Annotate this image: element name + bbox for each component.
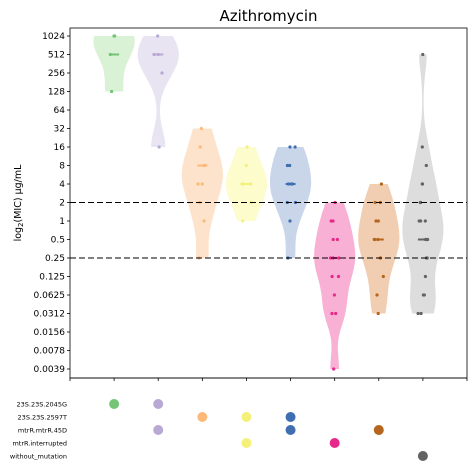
data-point xyxy=(331,237,335,242)
y-tick-label: 0.0625 xyxy=(34,291,66,301)
data-point xyxy=(336,274,341,279)
data-point xyxy=(199,126,203,131)
mutation-matrix: 23S.23S.2045G 23S.23S.2597T mtrR.mtrR.45D m… xyxy=(10,377,468,461)
violin-7 xyxy=(358,184,400,314)
data-point xyxy=(241,219,245,223)
mutation-row-label: 23S.23S.2045G xyxy=(16,400,67,408)
y-axis-label: log2(MIC) μg/mL xyxy=(13,164,25,242)
y-tick-label: 2 xyxy=(59,199,65,209)
y-axis-label-main: log xyxy=(13,227,24,241)
y-tick-label: 512 xyxy=(48,51,65,61)
y-tick-label: 0.0039 xyxy=(34,365,66,375)
mutation-dot xyxy=(241,438,252,448)
data-point xyxy=(332,293,336,297)
y-tick-label: 0.125 xyxy=(39,273,65,283)
reference-lines xyxy=(70,202,467,259)
y-tick-label: 0.5 xyxy=(51,236,65,246)
mutation-dot xyxy=(153,425,164,435)
data-point xyxy=(376,311,380,316)
data-point xyxy=(373,200,377,205)
strip-points xyxy=(108,34,430,371)
chart-title: Azithromycin xyxy=(219,7,317,25)
data-point xyxy=(335,237,339,242)
data-point xyxy=(198,145,202,149)
y-tick-label: 4 xyxy=(59,180,65,190)
data-point xyxy=(423,219,427,223)
mutation-row-label: without_mutation xyxy=(10,452,67,460)
mutation-row-label: 23S.23S.2597T xyxy=(18,413,67,421)
data-point xyxy=(418,200,422,205)
y-axis: 1024 512 256 128 64 32 16 8 4 2 1 0.5 0.25 0.125 0.062… xyxy=(34,32,70,375)
y-tick-label: 0.0156 xyxy=(34,328,66,338)
violin-2 xyxy=(137,36,179,147)
y-axis-label-rest: (MIC) μg/mL xyxy=(13,164,24,223)
data-point xyxy=(381,274,385,279)
y-tick-label: 64 xyxy=(54,106,66,116)
mutation-dot xyxy=(241,412,252,422)
violin-3 xyxy=(181,128,223,258)
data-point xyxy=(419,219,423,223)
mutation-dot xyxy=(329,438,340,448)
data-point xyxy=(202,219,206,223)
violin-6 xyxy=(314,202,356,369)
y-tick-label: 8 xyxy=(59,162,65,172)
y-tick-label: 0.25 xyxy=(45,254,65,264)
y-tick-label: 0.0078 xyxy=(34,347,66,357)
data-point xyxy=(288,163,292,168)
mutation-dot xyxy=(285,425,296,435)
mutation-dot xyxy=(197,412,208,422)
data-point xyxy=(157,145,161,149)
y-tick-label: 0.0312 xyxy=(34,310,66,320)
data-point xyxy=(419,311,423,316)
data-point xyxy=(110,89,114,94)
y-tick-label: 128 xyxy=(48,88,65,98)
data-point xyxy=(244,163,248,168)
data-point xyxy=(334,311,338,316)
data-point xyxy=(156,34,160,38)
y-tick-label: 256 xyxy=(48,69,65,79)
y-axis-label-subscript: 2 xyxy=(17,222,25,226)
mutation-row-label: mtrR.interrupted xyxy=(12,439,67,447)
data-point xyxy=(424,163,428,168)
mutation-row-label: mtrR.mtrR.45D xyxy=(18,426,67,434)
mutation-dot xyxy=(153,399,164,409)
y-tick-label: 1 xyxy=(59,217,65,227)
data-point xyxy=(420,182,424,186)
data-point xyxy=(423,274,427,279)
data-point xyxy=(374,219,378,223)
y-tick-label: 16 xyxy=(54,143,66,153)
data-point xyxy=(285,163,289,168)
violin-1 xyxy=(93,36,135,92)
data-point xyxy=(288,219,292,223)
data-point xyxy=(288,145,292,149)
data-point xyxy=(329,219,333,223)
data-point xyxy=(421,52,425,57)
mutation-dot xyxy=(109,399,120,409)
data-point xyxy=(160,71,164,75)
data-point xyxy=(245,145,249,149)
data-point xyxy=(421,293,425,297)
data-point xyxy=(200,182,204,186)
mutation-dot xyxy=(373,425,384,435)
data-point xyxy=(332,367,336,371)
data-point xyxy=(416,311,420,316)
mutation-dot xyxy=(417,451,428,461)
y-tick-label: 32 xyxy=(54,125,65,135)
mutation-dot xyxy=(285,412,296,422)
data-point xyxy=(375,293,379,297)
data-point xyxy=(293,145,297,149)
data-point xyxy=(330,274,334,279)
y-tick-label: 1024 xyxy=(42,32,65,42)
data-point xyxy=(379,182,383,186)
data-point xyxy=(376,219,380,223)
data-point xyxy=(113,34,117,38)
data-point xyxy=(330,311,334,316)
data-point xyxy=(420,145,424,149)
data-point xyxy=(196,182,200,186)
